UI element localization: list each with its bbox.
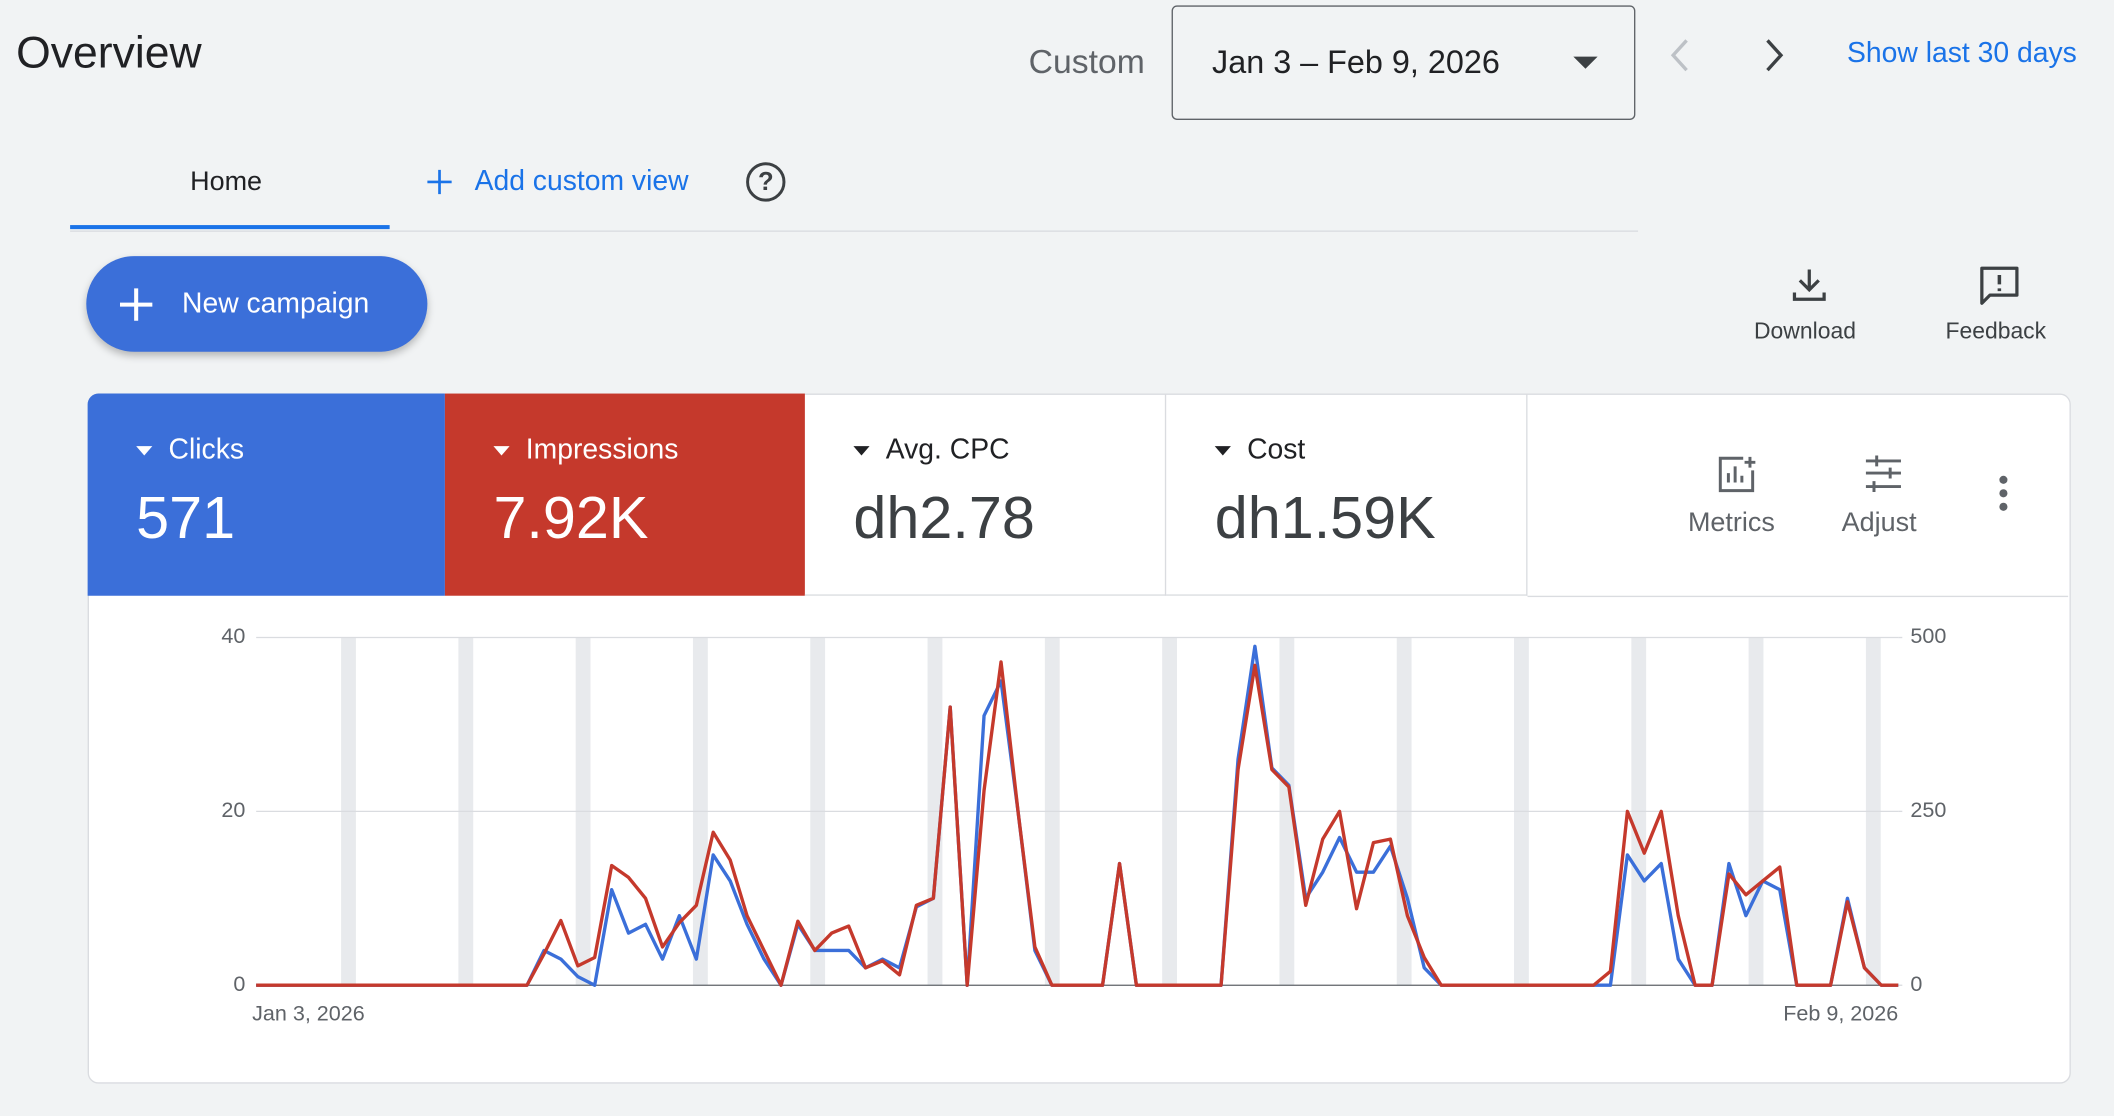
metrics-icon[interactable] xyxy=(1716,454,1759,494)
card-label-text: Avg. CPC xyxy=(885,433,1010,465)
range-label: Custom xyxy=(1028,43,1145,81)
clicks-card[interactable]: Clicks 571 xyxy=(87,393,445,596)
card-label-text: Clicks xyxy=(168,433,245,465)
date-range: Jan 3 – Feb 9, 2026 xyxy=(1212,44,1500,81)
card-value: 571 xyxy=(136,485,236,552)
feedback-icon[interactable] xyxy=(1978,264,2021,307)
y-tick-label: 20 xyxy=(221,797,245,822)
series-line xyxy=(256,660,1899,987)
home-tab[interactable]: Home xyxy=(190,167,263,197)
chart: 0 20 40 0 250 500 Jan 3, 2026 Feb 9, 2026 xyxy=(221,623,1946,1026)
dropdown-arrow xyxy=(1573,56,1598,69)
feedback-label[interactable]: Feedback xyxy=(1945,318,2047,344)
add-custom-view[interactable]: Add custom view xyxy=(474,165,689,197)
page-title: Overview xyxy=(16,26,202,77)
tab-divider xyxy=(70,230,1639,232)
card-label: Avg. CPC xyxy=(853,434,1164,466)
card-value: dh2.78 xyxy=(853,485,1035,552)
adjust-icon[interactable] xyxy=(1863,454,1903,494)
tab-indicator xyxy=(70,225,390,230)
download-icon[interactable] xyxy=(1790,266,1828,304)
y2-tick-label: 0 xyxy=(1910,971,1922,996)
y2-tick-label: 500 xyxy=(1910,623,1946,648)
card-label-text: Impressions xyxy=(525,433,679,465)
cost-card[interactable]: Cost dh1.59K xyxy=(1166,393,1528,596)
plus-icon xyxy=(119,288,153,321)
adjust-label[interactable]: Adjust xyxy=(1841,508,1917,538)
new-campaign-button[interactable]: New campaign xyxy=(86,256,428,352)
series-line xyxy=(256,644,1899,987)
download-label[interactable]: Download xyxy=(1754,318,1856,344)
more-menu[interactable] xyxy=(1995,474,2011,514)
x-tick-label: Feb 9, 2026 xyxy=(1783,1001,1898,1026)
y-tick-label: 40 xyxy=(221,623,245,648)
card-value: dh1.59K xyxy=(1214,485,1436,552)
y2-tick-label: 250 xyxy=(1910,797,1946,822)
card-label: Impressions xyxy=(493,434,804,466)
add-icon xyxy=(427,169,452,195)
prev-button[interactable] xyxy=(1666,38,1693,73)
metrics-label[interactable]: Metrics xyxy=(1687,508,1775,538)
svg-text:?: ? xyxy=(758,168,774,196)
impressions-card[interactable]: Impressions 7.92K xyxy=(444,393,805,596)
cpc-card[interactable]: Avg. CPC dh2.78 xyxy=(804,393,1167,596)
card-label: Cost xyxy=(1214,433,1526,466)
new-campaign-label: New campaign xyxy=(182,288,370,320)
x-tick-label: Jan 3, 2026 xyxy=(252,1001,365,1026)
next-button[interactable] xyxy=(1761,38,1788,73)
y-tick-label: 0 xyxy=(233,971,245,996)
help-icon[interactable]: ? xyxy=(744,160,787,203)
card-value: 7.92K xyxy=(493,485,649,552)
date-picker[interactable]: Jan 3 – Feb 9, 2026 xyxy=(1171,5,1636,120)
show-last-link[interactable]: Show last 30 days xyxy=(1847,37,2077,69)
card-label: Clicks xyxy=(136,434,445,466)
card-label-text: Cost xyxy=(1247,433,1306,465)
tools-divider xyxy=(1527,595,2069,598)
